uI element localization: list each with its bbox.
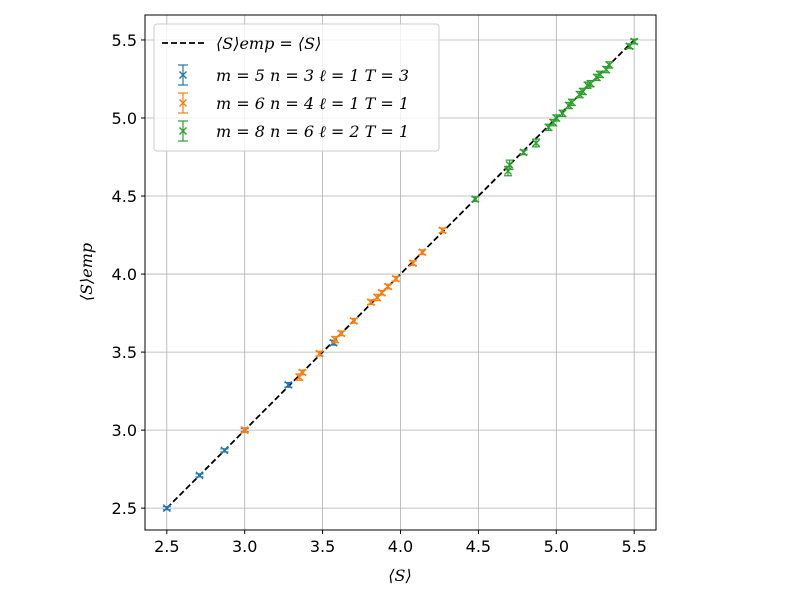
- data-point: [630, 37, 639, 46]
- y-axis-label: ⟨S⟩emp: [77, 243, 96, 301]
- x-marker: [418, 248, 427, 257]
- x-marker: [552, 114, 561, 122]
- x-marker: [558, 109, 567, 118]
- legend-reference-line-label: ⟨S⟩emp = ⟨S⟩: [216, 34, 321, 53]
- x-tick-label: 5.5: [621, 537, 646, 556]
- data-point: [315, 349, 324, 358]
- data-point: [418, 248, 427, 257]
- x-marker: [519, 148, 528, 157]
- x-axis-label: ⟨S⟩: [388, 566, 411, 585]
- x-marker: [605, 60, 614, 69]
- legend-series-1-swatch: [178, 64, 188, 86]
- legend-x-marker: [179, 99, 187, 107]
- x-marker: [162, 504, 171, 513]
- data-point: [162, 504, 171, 513]
- legend-x-marker: [179, 71, 187, 79]
- y-tick-label: 3.5: [112, 343, 137, 362]
- legend-items: ⟨S⟩emp = ⟨S⟩ m = 5 n = 3 ℓ = 1 T = 3 m = 6…: [162, 34, 409, 142]
- series-1: [162, 338, 338, 513]
- y-tick-label: 3.0: [112, 421, 137, 440]
- x-marker: [240, 426, 249, 435]
- data-point: [471, 195, 480, 204]
- x-marker: [595, 70, 604, 79]
- y-tick-label: 4.0: [112, 265, 137, 284]
- series-2: [240, 226, 447, 435]
- x-tick-label: 4.0: [388, 537, 413, 556]
- x-marker: [384, 282, 393, 291]
- legend-box: [153, 23, 440, 152]
- data-point: [558, 109, 567, 118]
- data-point: [337, 329, 346, 338]
- data-point: [625, 42, 634, 51]
- y-tick-label: 5.0: [112, 109, 137, 128]
- legend-series-1-label: m = 5 n = 3 ℓ = 1 T = 3: [216, 66, 409, 85]
- data-point: [284, 380, 293, 389]
- data-point: [552, 114, 561, 122]
- x-marker: [578, 87, 587, 96]
- x-marker: [408, 259, 417, 268]
- legend-series-3-label: m = 8 n = 6 ℓ = 2 T = 1: [216, 122, 409, 141]
- x-marker: [549, 118, 558, 127]
- x-marker: [220, 446, 229, 455]
- x-tick-label: 5.0: [544, 537, 569, 556]
- data-point: [366, 298, 375, 307]
- x-marker: [630, 37, 639, 46]
- data-point: [438, 226, 447, 235]
- data-point: [586, 79, 595, 88]
- x-marker: [284, 380, 293, 389]
- data-point: [220, 446, 229, 455]
- data-point: [349, 316, 358, 325]
- x-marker: [602, 65, 611, 74]
- y-tick-label: 4.5: [112, 187, 137, 206]
- x-marker: [195, 471, 204, 480]
- x-marker: [377, 288, 386, 297]
- data-point: [505, 159, 514, 171]
- data-point: [532, 138, 541, 148]
- x-marker: [366, 298, 375, 307]
- x-marker: [567, 98, 576, 107]
- x-tick-label: 4.5: [466, 537, 491, 556]
- legend-series-3-swatch: [178, 120, 188, 142]
- data-point: [567, 98, 576, 107]
- series-3: [471, 37, 639, 204]
- data-point: [605, 60, 614, 69]
- y-tick-label: 2.5: [112, 499, 137, 518]
- x-marker: [504, 167, 512, 176]
- legend: ⟨S⟩emp = ⟨S⟩ m = 5 n = 3 ℓ = 1 T = 3 m = 6…: [153, 23, 440, 152]
- x-marker: [532, 138, 541, 147]
- data-point: [377, 288, 386, 297]
- x-tick-label: 3.5: [310, 537, 335, 556]
- x-marker: [438, 226, 447, 235]
- data-point: [240, 426, 249, 435]
- y-tick-label: 5.5: [112, 31, 137, 50]
- x-tick-label: 3.0: [232, 537, 257, 556]
- x-marker: [298, 368, 307, 377]
- data-marks: [162, 37, 639, 513]
- data-point: [595, 70, 604, 79]
- data-point: [373, 293, 382, 302]
- x-marker: [505, 160, 514, 169]
- legend-series-2-swatch: [178, 92, 188, 114]
- x-marker: [586, 79, 595, 88]
- data-point: [298, 368, 307, 377]
- data-point: [408, 259, 417, 268]
- x-marker: [349, 316, 358, 325]
- x-marker: [315, 349, 324, 358]
- data-point: [331, 335, 340, 344]
- data-point: [384, 282, 393, 291]
- data-point: [391, 274, 400, 283]
- x-marker: [331, 335, 340, 344]
- data-point: [195, 471, 204, 480]
- x-marker: [391, 274, 400, 283]
- axis-ticks: 2.5 3.0 3.5 4.0 4.5 5.0 5.5 2.5 3.0 3.5 4.0 4.5 5.0 5…: [112, 31, 647, 556]
- legend-x-marker: [179, 127, 187, 135]
- x-tick-label: 2.5: [154, 537, 179, 556]
- x-marker: [337, 329, 346, 338]
- x-marker: [471, 195, 480, 204]
- data-point: [519, 148, 528, 157]
- legend-series-2-label: m = 6 n = 4 ℓ = 1 T = 1: [216, 94, 409, 113]
